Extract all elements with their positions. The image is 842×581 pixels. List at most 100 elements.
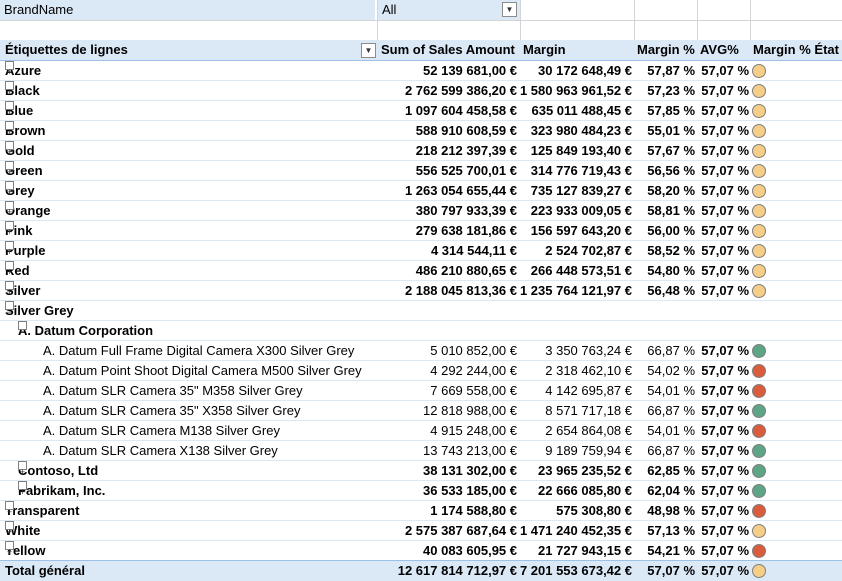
row-label[interactable]: A. Datum Point Shoot Digital Camera M500… — [43, 361, 362, 381]
expand-icon[interactable]: + — [5, 501, 14, 517]
row-label[interactable]: + Grey — [5, 181, 35, 201]
row-label[interactable]: A. Datum Full Frame Digital Camera X300 … — [43, 341, 354, 361]
row-label[interactable]: + White — [5, 521, 40, 541]
expand-icon[interactable]: + — [5, 541, 14, 557]
margin-header[interactable]: Margin — [523, 42, 566, 57]
expand-icon[interactable]: + — [5, 201, 14, 217]
expand-icon[interactable]: + — [18, 461, 27, 477]
avg-header[interactable]: AVG% — [700, 42, 739, 57]
margin-value: 2 654 864,08 € — [545, 423, 632, 438]
row-label[interactable]: + Azure — [5, 61, 41, 81]
status-circle-icon — [752, 124, 766, 138]
pivot-row[interactable]: + Orange 380 797 933,39 € 223 933 009,05 € 5… — [0, 201, 842, 221]
expand-icon[interactable]: + — [5, 281, 14, 297]
sales-value: 52 139 681,00 € — [423, 63, 517, 78]
pivot-row[interactable]: − A. Datum Corporation — [0, 321, 842, 341]
expand-icon[interactable]: + — [5, 241, 14, 257]
pivot-row[interactable]: + Blue 1 097 604 458,58 € 635 011 488,45 € 5… — [0, 101, 842, 121]
expand-icon[interactable]: + — [5, 121, 14, 137]
row-label[interactable]: + Brown — [5, 121, 45, 141]
row-label[interactable]: + Pink — [5, 221, 32, 241]
row-label[interactable]: + Fabrikam, Inc. — [18, 481, 105, 501]
pivot-row[interactable]: A. Datum Full Frame Digital Camera X300 … — [0, 341, 842, 361]
row-label[interactable]: − Silver Grey — [5, 301, 74, 321]
expand-icon[interactable]: + — [5, 161, 14, 177]
pivot-row[interactable]: + Fabrikam, Inc. 36 533 185,00 € 22 666 085… — [0, 481, 842, 501]
collapse-icon[interactable]: − — [18, 321, 27, 337]
margin-value: 575 308,80 € — [556, 503, 632, 518]
collapse-icon[interactable]: − — [5, 301, 14, 317]
pivot-row[interactable]: + Black 2 762 599 386,20 €1 580 963 961,52… — [0, 81, 842, 101]
pivot-row[interactable]: + Pink 279 638 181,86 € 156 597 643,20 € 56,… — [0, 221, 842, 241]
expand-icon[interactable]: + — [5, 221, 14, 237]
row-labels-filter-icon[interactable]: ▼ — [361, 43, 376, 58]
pivot-row[interactable]: + Yellow 40 083 605,95 € 21 727 943,15 € 54,… — [0, 541, 842, 561]
pivot-row[interactable]: + Purple 4 314 544,11 € 2 524 702,87 € 58,52… — [0, 241, 842, 261]
margin-pct-header[interactable]: Margin % — [637, 42, 695, 57]
status-circle-icon — [752, 504, 766, 518]
expand-icon[interactable]: + — [18, 481, 27, 497]
status-circle-icon — [752, 84, 766, 98]
row-label-text: Silver Grey — [5, 303, 74, 318]
margin-pct-value: 62,85 % — [647, 463, 695, 478]
row-label[interactable]: + Red — [5, 261, 30, 281]
pivot-row[interactable]: + Gold 218 212 397,39 € 125 849 193,40 € 57,… — [0, 141, 842, 161]
pivot-row[interactable]: + Transparent 1 174 588,80 € 575 308,80 € 48… — [0, 501, 842, 521]
row-label[interactable]: + Silver — [5, 281, 40, 301]
row-label-text: Orange — [5, 203, 51, 218]
margin-value: 3 350 763,24 € — [545, 343, 632, 358]
avg-value: 57,07 % — [701, 263, 749, 278]
status-circle-icon — [752, 404, 766, 418]
pivot-row[interactable]: + Red 486 210 880,65 € 266 448 573,51 € 54,8… — [0, 261, 842, 281]
grand-total-row[interactable]: Total général 12 617 814 712,97 €7 201 55… — [0, 560, 842, 581]
sales-value: 2 762 599 386,20 € — [404, 83, 517, 98]
row-label[interactable]: + Yellow — [5, 541, 45, 561]
avg-value: 57,07 % — [701, 183, 749, 198]
row-label[interactable]: A. Datum SLR Camera M138 Silver Grey — [43, 421, 280, 441]
expand-icon[interactable]: + — [5, 181, 14, 197]
row-label[interactable]: + Contoso, Ltd — [18, 461, 98, 481]
pivot-row[interactable]: A. Datum Point Shoot Digital Camera M500… — [0, 361, 842, 381]
pivot-row[interactable]: + White 2 575 387 687,64 €1 471 240 452,35… — [0, 521, 842, 541]
filter-value[interactable]: All ▼ — [378, 0, 520, 20]
pivot-row[interactable]: + Contoso, Ltd 38 131 302,00 € 23 965 235,5… — [0, 461, 842, 481]
row-label-text: A. Datum SLR Camera X138 Silver Grey — [43, 443, 278, 458]
row-label[interactable]: A. Datum SLR Camera 35" X358 Silver Grey — [43, 401, 301, 421]
pivot-row[interactable]: + Silver 2 188 045 813,36 €1 235 764 121,9… — [0, 281, 842, 301]
margin-value: 30 172 648,49 € — [538, 63, 632, 78]
row-label[interactable]: + Purple — [5, 241, 45, 261]
pivot-row[interactable]: A. Datum SLR Camera M138 Silver Grey 4 91… — [0, 421, 842, 441]
row-label[interactable]: + Blue — [5, 101, 33, 121]
filter-dropdown-icon[interactable]: ▼ — [502, 2, 517, 17]
pivot-row[interactable]: + Green 556 525 700,01 € 314 776 719,43 € 56… — [0, 161, 842, 181]
expand-icon[interactable]: + — [5, 61, 14, 77]
margin-value: 266 448 573,51 € — [530, 263, 632, 278]
margin-value: 1 580 963 961,52 € — [519, 83, 632, 98]
status-circle-icon — [752, 264, 766, 278]
avg-value: 57,07 % — [701, 483, 749, 498]
expand-icon[interactable]: + — [5, 261, 14, 277]
row-label[interactable]: + Orange — [5, 201, 51, 221]
row-label[interactable]: A. Datum SLR Camera X138 Silver Grey — [43, 441, 278, 461]
sales-header[interactable]: Sum of Sales Amount — [381, 42, 515, 57]
row-label[interactable]: + Gold — [5, 141, 35, 161]
expand-icon[interactable]: + — [5, 81, 14, 97]
pivot-row[interactable]: − Silver Grey — [0, 301, 842, 321]
expand-icon[interactable]: + — [5, 141, 14, 157]
expand-icon[interactable]: + — [5, 521, 14, 537]
row-label[interactable]: + Transparent — [5, 501, 79, 521]
pivot-row[interactable]: + Azure 52 139 681,00 € 30 172 648,49 € 57,8… — [0, 61, 842, 81]
state-header[interactable]: Margin % État — [753, 42, 839, 57]
expand-icon[interactable]: + — [5, 101, 14, 117]
pivot-row[interactable]: A. Datum SLR Camera X138 Silver Grey 13 7… — [0, 441, 842, 461]
margin-value: 1 235 764 121,97 € — [519, 283, 632, 298]
pivot-row[interactable]: + Grey 1 263 054 655,44 € 735 127 839,27 € 5… — [0, 181, 842, 201]
row-label-text: Green — [5, 163, 43, 178]
pivot-row[interactable]: A. Datum SLR Camera 35" X358 Silver Grey… — [0, 401, 842, 421]
row-label[interactable]: A. Datum SLR Camera 35" M358 Silver Grey — [43, 381, 303, 401]
row-label[interactable]: − A. Datum Corporation — [18, 321, 153, 341]
row-label[interactable]: + Black — [5, 81, 40, 101]
pivot-row[interactable]: + Brown 588 910 608,59 € 323 980 484,23 € 55… — [0, 121, 842, 141]
pivot-row[interactable]: A. Datum SLR Camera 35" M358 Silver Grey… — [0, 381, 842, 401]
row-label[interactable]: + Green — [5, 161, 43, 181]
